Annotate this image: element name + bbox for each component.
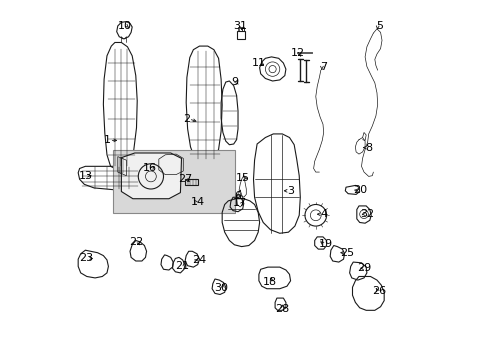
Text: 8: 8 [365,143,371,153]
Text: 1: 1 [104,135,111,145]
Text: 16: 16 [143,163,157,174]
Text: 2: 2 [183,114,190,124]
Text: 13: 13 [79,171,93,181]
Polygon shape [121,153,181,199]
Text: 23: 23 [79,253,93,264]
Text: 22: 22 [129,237,143,247]
Text: 12: 12 [290,48,304,58]
Text: 19: 19 [318,239,332,249]
Text: 10: 10 [118,21,132,31]
Text: 29: 29 [356,263,370,273]
Text: 24: 24 [192,255,206,265]
Text: 32: 32 [360,209,374,219]
Text: 27: 27 [178,174,192,184]
Text: 9: 9 [230,77,238,87]
Text: 15: 15 [235,173,249,183]
Text: 11: 11 [251,58,265,68]
Text: 21: 21 [175,261,189,271]
Text: 25: 25 [339,248,353,258]
Text: 28: 28 [275,304,289,314]
Text: 5: 5 [375,21,382,31]
Text: 3: 3 [286,186,293,196]
Text: 17: 17 [233,198,247,208]
Text: 30: 30 [214,283,227,293]
Text: 18: 18 [262,276,276,287]
Text: 20: 20 [352,185,366,195]
FancyBboxPatch shape [113,150,235,213]
Text: 6: 6 [233,191,240,201]
Text: 4: 4 [320,209,326,219]
Text: 7: 7 [320,62,326,72]
Text: 14: 14 [190,197,204,207]
Text: 31: 31 [233,21,246,31]
Text: 26: 26 [372,286,386,296]
